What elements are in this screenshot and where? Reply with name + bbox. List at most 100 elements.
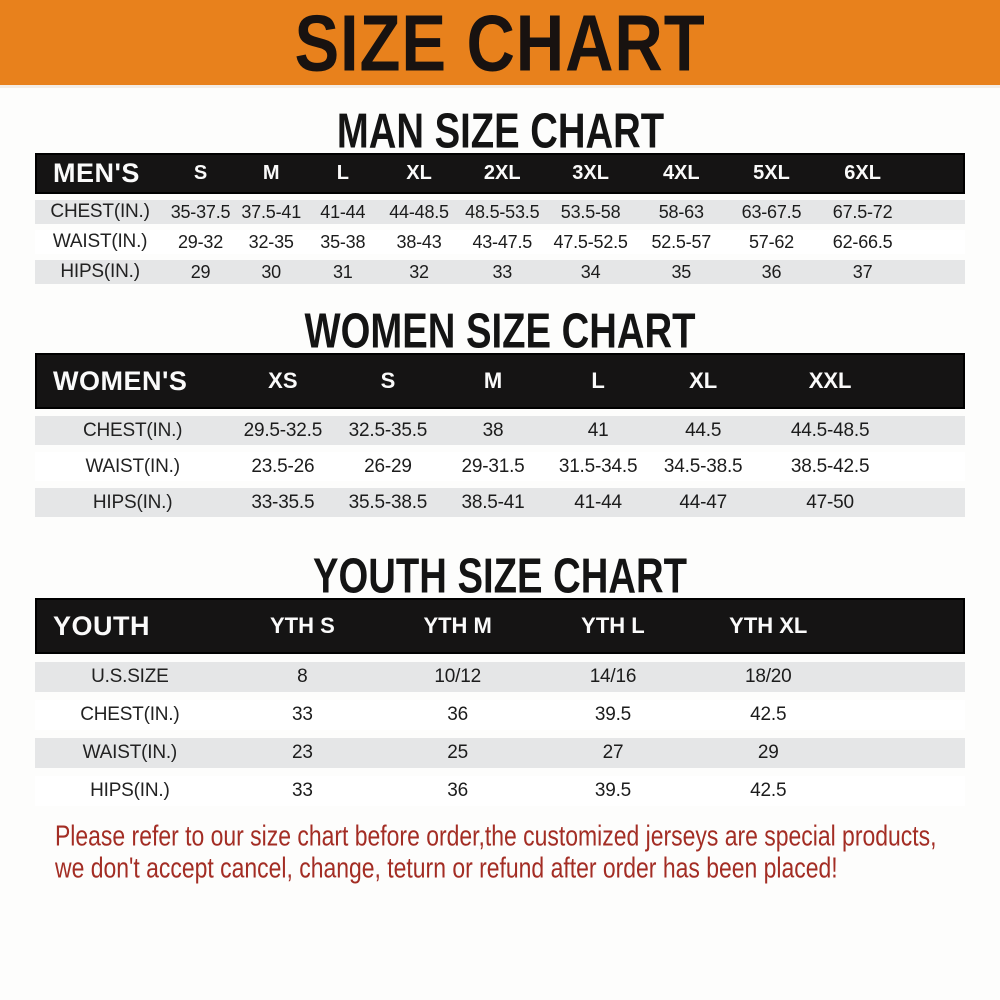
youth-size-table: YOUTH YTH S YTH M YTH L YTH XL U.S.SIZE 8 10/12… <box>35 598 965 806</box>
women-section-title-text: WOMEN SIZE CHART <box>304 302 696 359</box>
size-value: 63-67.5 <box>726 194 817 224</box>
table-row: HIPS(IN.) 33 36 39.5 42.5 <box>35 768 965 806</box>
size-value: 41 <box>545 409 651 445</box>
size-value: 33 <box>459 254 546 284</box>
size-value: 43-47.5 <box>459 224 546 254</box>
size-value: 39.5 <box>535 692 691 730</box>
size-value: 37.5-41 <box>235 194 307 224</box>
size-value: 36 <box>726 254 817 284</box>
column-header: 3XL <box>545 153 636 194</box>
filler-cell <box>909 194 965 224</box>
disclaimer-line-2: we don't accept cancel, change, teturn o… <box>55 852 838 884</box>
row-label: HIPS(IN.) <box>35 768 225 806</box>
size-value: 10/12 <box>380 654 536 692</box>
column-header: YTH M <box>380 598 536 654</box>
filler-cell <box>909 153 965 194</box>
man-section-title: MAN SIZE CHART <box>0 102 1000 159</box>
table-header-row: MEN'S S M L XL 2XL 3XL 4XL 5XL 6XL <box>35 153 965 194</box>
size-value: 38.5-42.5 <box>755 445 905 481</box>
size-value: 58-63 <box>635 194 727 224</box>
row-label: U.S.SIZE <box>35 654 225 692</box>
size-value: 38.5-41 <box>440 481 546 517</box>
size-value: 44-48.5 <box>379 194 460 224</box>
column-header: XXL <box>755 353 905 409</box>
column-header: 2XL <box>459 153 546 194</box>
size-value: 31 <box>306 254 380 284</box>
size-value: 25 <box>380 730 536 768</box>
filler-cell <box>845 692 965 730</box>
size-value: 29-32 <box>165 224 236 254</box>
filler-cell <box>845 598 965 654</box>
row-label: WAIST(IN.) <box>35 730 225 768</box>
table-header-label: YOUTH <box>35 598 225 654</box>
women-size-table: WOMEN'S XS S M L XL XXL CHEST(IN.) 29.5-32.5 32.5… <box>35 353 965 517</box>
filler-cell <box>845 768 965 806</box>
size-value: 36 <box>380 768 536 806</box>
size-value: 52.5-57 <box>635 224 727 254</box>
row-label: CHEST(IN.) <box>35 409 231 445</box>
size-value: 29.5-32.5 <box>230 409 336 445</box>
column-header: 4XL <box>635 153 727 194</box>
column-header: 5XL <box>726 153 817 194</box>
size-value: 34.5-38.5 <box>650 445 756 481</box>
column-header: M <box>235 153 307 194</box>
size-value: 29-31.5 <box>440 445 546 481</box>
size-value: 8 <box>224 654 381 692</box>
filler-cell <box>904 445 965 481</box>
size-value: 35.5-38.5 <box>335 481 441 517</box>
filler-cell <box>904 409 965 445</box>
filler-cell <box>904 481 965 517</box>
size-value: 35-37.5 <box>165 194 236 224</box>
row-label: CHEST(IN.) <box>35 692 225 730</box>
size-value: 32.5-35.5 <box>335 409 441 445</box>
size-value: 33 <box>224 768 381 806</box>
size-value: 29 <box>165 254 236 284</box>
size-value: 27 <box>535 730 691 768</box>
table-row: WAIST(IN.) 29-32 32-35 35-38 38-43 43-47.5 47.… <box>35 224 965 254</box>
size-value: 36 <box>380 692 536 730</box>
column-header: YTH L <box>535 598 691 654</box>
size-value: 30 <box>235 254 307 284</box>
size-value: 33-35.5 <box>230 481 336 517</box>
size-value: 44-47 <box>650 481 756 517</box>
size-value: 48.5-53.5 <box>459 194 546 224</box>
size-value: 47-50 <box>755 481 905 517</box>
size-value: 23.5-26 <box>230 445 336 481</box>
banner-title: SIZE CHART <box>294 0 706 88</box>
column-header: L <box>545 353 651 409</box>
size-value: 41-44 <box>545 481 651 517</box>
table-row: WAIST(IN.) 23.5-26 26-29 29-31.5 31.5-34.5 34… <box>35 445 965 481</box>
table-row: HIPS(IN.) 33-35.5 35.5-38.5 38.5-41 41-44 44-… <box>35 481 965 517</box>
size-chart-banner: SIZE CHART <box>0 0 1000 88</box>
column-header: XL <box>379 153 460 194</box>
size-value: 33 <box>224 692 381 730</box>
man-section-title-text: MAN SIZE CHART <box>336 102 664 159</box>
table-header-row: YOUTH YTH S YTH M YTH L YTH XL <box>35 598 965 654</box>
column-header: YTH XL <box>690 598 846 654</box>
size-value: 26-29 <box>335 445 441 481</box>
filler-cell <box>909 224 965 254</box>
size-value: 32-35 <box>235 224 307 254</box>
size-value: 37 <box>816 254 910 284</box>
size-value: 57-62 <box>726 224 817 254</box>
size-value: 38 <box>440 409 546 445</box>
size-value: 41-44 <box>306 194 380 224</box>
size-value: 39.5 <box>535 768 691 806</box>
size-value: 42.5 <box>690 692 846 730</box>
table-row: CHEST(IN.) 33 36 39.5 42.5 <box>35 692 965 730</box>
row-label: HIPS(IN.) <box>35 481 231 517</box>
filler-cell <box>904 353 965 409</box>
order-disclaimer: Please refer to our size chart before or… <box>0 821 1000 884</box>
size-value: 35 <box>635 254 727 284</box>
column-header: XS <box>230 353 336 409</box>
filler-cell <box>845 730 965 768</box>
size-value: 62-66.5 <box>816 224 910 254</box>
row-label: HIPS(IN.) <box>35 254 166 284</box>
row-label: CHEST(IN.) <box>35 194 166 224</box>
size-value: 44.5 <box>650 409 756 445</box>
size-value: 14/16 <box>535 654 691 692</box>
size-value: 44.5-48.5 <box>755 409 905 445</box>
size-value: 18/20 <box>690 654 846 692</box>
table-row: CHEST(IN.) 35-37.5 37.5-41 41-44 44-48.5 48.5… <box>35 194 965 224</box>
row-label: WAIST(IN.) <box>35 445 231 481</box>
